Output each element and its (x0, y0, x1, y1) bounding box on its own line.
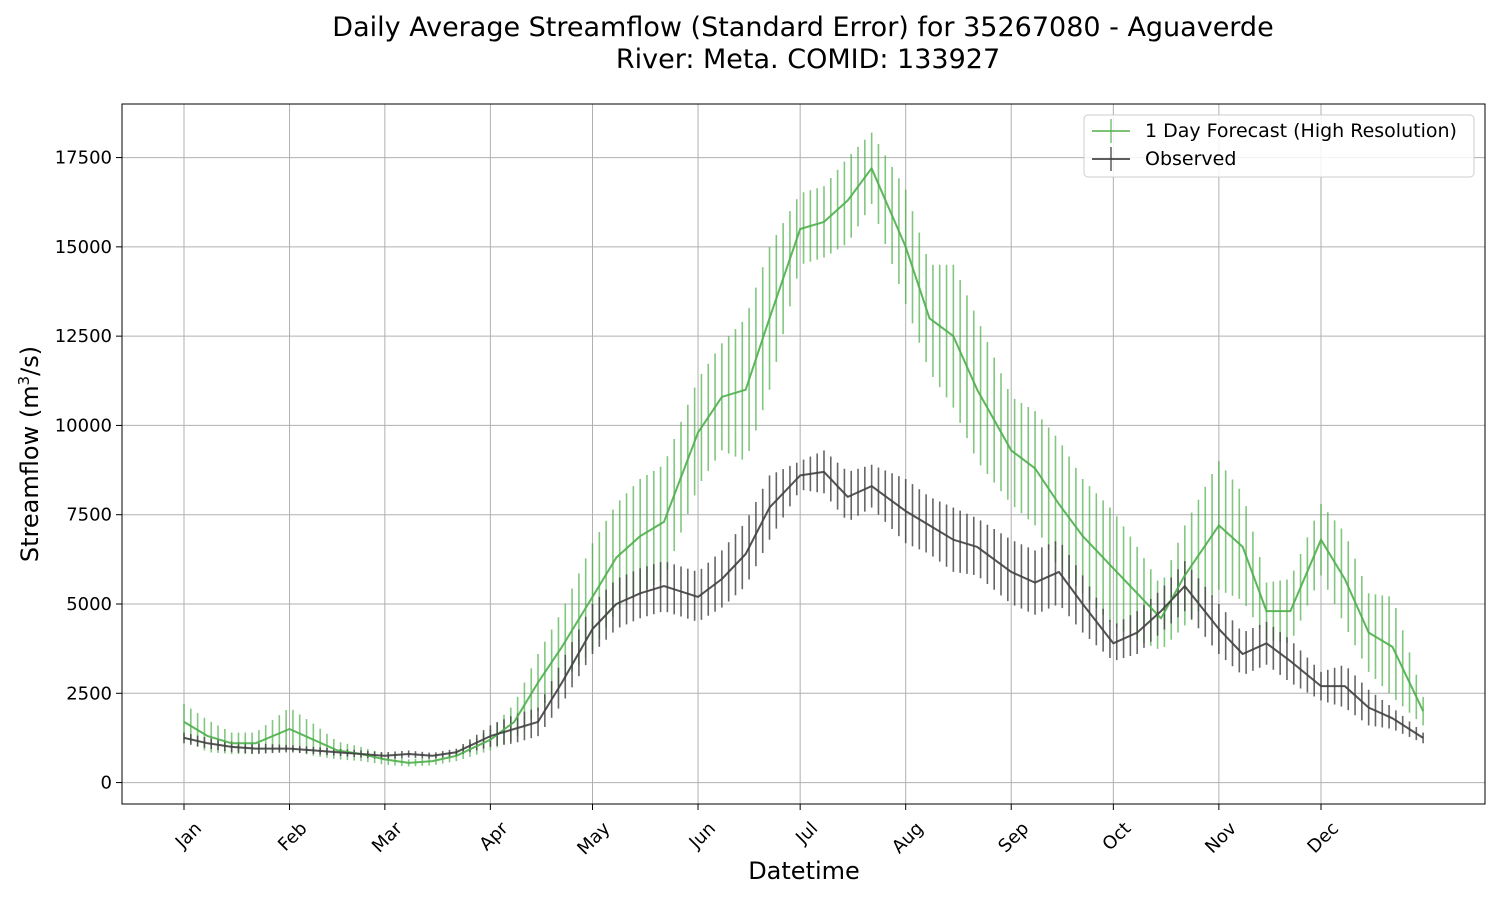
x-axis-label: Datetime (748, 857, 860, 885)
y-tick-label: 0 (101, 773, 112, 794)
legend-label-observed: Observed (1145, 148, 1236, 170)
y-axis-label-end: /s) (16, 346, 44, 376)
series-lines (183, 167, 1425, 764)
y-tick-label: 15000 (55, 237, 112, 258)
x-tick-label: Feb (274, 818, 311, 855)
errorbars-observed (183, 450, 1424, 760)
x-tick-label: Apr (475, 818, 512, 855)
grid-lines (122, 104, 1485, 804)
y-axis-ticks: 0 2500 5000 7500 10000 12500 15000 17500 (55, 148, 122, 794)
x-tick-label: Jun (685, 818, 720, 853)
y-tick-label: 7500 (66, 505, 112, 526)
y-tick-label: 5000 (66, 594, 112, 615)
x-tick-label: May (573, 818, 614, 859)
legend-item-observed: Observed (1092, 147, 1236, 171)
legend-item-forecast: 1 Day Forecast (High Resolution) (1092, 119, 1457, 143)
x-tick-label: Nov (1201, 818, 1241, 858)
y-tick-label: 2500 (66, 683, 112, 704)
y-tick-label: 10000 (55, 415, 112, 436)
x-axis-ticks: Jan Feb Mar Apr May Jun Jul Aug Sep Oct Nov Dec (171, 804, 1343, 859)
x-tick-label: Sep (994, 818, 1033, 857)
plot-frame (121, 103, 1486, 805)
x-tick-label: Mar (368, 818, 407, 857)
y-tick-label: 17500 (55, 148, 112, 169)
y-axis-label: Streamflow (m3/s) (15, 346, 44, 562)
x-tick-label: Jul (791, 818, 822, 849)
x-tick-label: Oct (1098, 818, 1135, 855)
x-tick-label: Dec (1304, 818, 1343, 857)
y-axis-label-superscript: 3 (15, 376, 33, 386)
chart-title-line-1: Daily Average Streamflow (Standard Error… (332, 12, 1273, 43)
y-axis-label-main: Streamflow (m (16, 385, 44, 562)
x-tick-label: Jan (171, 818, 206, 853)
legend-box (1083, 114, 1475, 178)
chart-title-line-2: River: Meta. COMID: 133927 (616, 44, 1000, 75)
axes (121, 103, 1486, 805)
legend: 1 Day Forecast (High Resolution) Observe… (1083, 114, 1475, 178)
x-tick-label: Aug (888, 818, 928, 858)
legend-label-forecast: 1 Day Forecast (High Resolution) (1145, 120, 1457, 142)
y-tick-label: 12500 (55, 326, 112, 347)
